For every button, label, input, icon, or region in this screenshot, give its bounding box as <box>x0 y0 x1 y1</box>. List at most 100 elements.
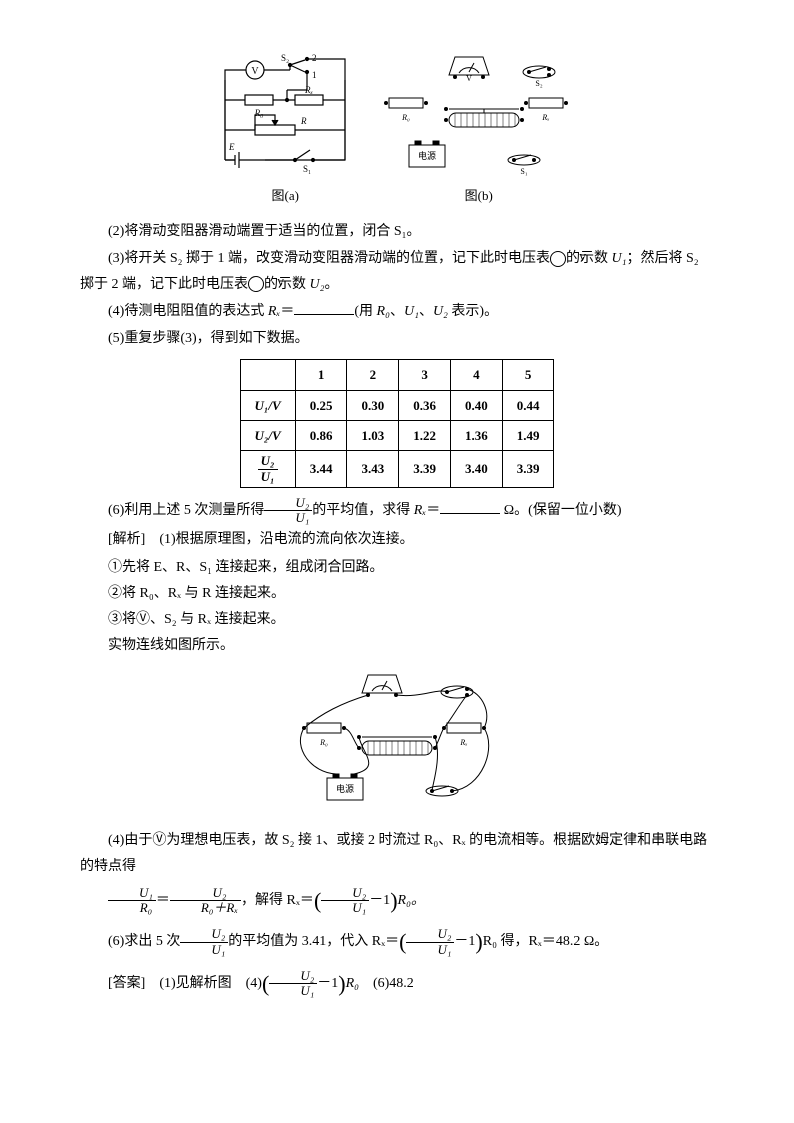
ans-frac: U₂U₁ <box>269 969 317 999</box>
eq-frac1: U₁R₀ <box>108 886 156 916</box>
q3-u1: U₁ <box>612 251 627 266</box>
svg-text:S₁: S₁ <box>520 167 527 176</box>
lparen: ( <box>262 971 269 996</box>
sol-s1: ①先将 E、R、S₁ 连接起来，组成闭合回路。 <box>80 555 714 580</box>
ratio-frac: U₂ U₁ <box>258 454 278 484</box>
cell: 0.36 <box>399 390 451 420</box>
q4-a: (4)待测电阻阻值的表达式 <box>108 304 268 319</box>
cell: 3.40 <box>450 451 502 488</box>
p6-frac1: U₂U₁ <box>180 927 228 957</box>
q4-eq: ＝ <box>280 304 294 319</box>
ans-minus1: －1 <box>317 976 338 991</box>
frac-num: U₂ <box>264 496 312 511</box>
lparen: ( <box>399 929 406 954</box>
frac-num: U₂ <box>170 886 241 901</box>
figure-b-components: V S₂ R₀ Rₓ <box>369 50 589 180</box>
svg-text:Rₓ: Rₓ <box>304 85 313 95</box>
frac-den: U₁ <box>321 901 369 915</box>
sol-p6: (6)求出 5 次U₂U₁的平均值为 3.41，代入 Rₓ＝(U₂U₁－1)R₀… <box>80 922 714 962</box>
q6-rx: Rₓ <box>414 503 427 518</box>
q3: (3)将开关 S₂ 掷于 1 端，改变滑动变阻器滑动端的位置，记下此时电压表V的… <box>80 246 714 296</box>
v-icon: V <box>248 276 264 292</box>
q6-a: (6)利用上述 5 次测量所得 <box>108 503 264 518</box>
sol-s3: ③将Ⓥ、S₂ 与 Rₓ 连接起来。 <box>80 607 714 632</box>
q6-b: 的平均值，求得 <box>312 503 414 518</box>
sol-s2: ②将 R₀、Rₓ 与 R 连接起来。 <box>80 581 714 606</box>
svg-text:S₂: S₂ <box>281 53 289 63</box>
q3-u2: U₂ <box>310 277 325 292</box>
q3-b: 的示数 <box>566 251 612 266</box>
q3-d: 的示数 <box>264 277 310 292</box>
cell: 0.25 <box>295 390 347 420</box>
cell: 0.44 <box>502 390 554 420</box>
svg-text:电源: 电源 <box>418 150 436 161</box>
frac-num: U₂ <box>321 886 369 901</box>
sol-p4: (4)由于Ⓥ为理想电压表，故 S₂ 接 1、或接 2 时流过 R₀、Rₓ 的电流… <box>80 828 714 878</box>
th-blank <box>240 360 295 390</box>
svg-text:V: V <box>466 74 472 83</box>
cell: 1.22 <box>399 420 451 450</box>
cell: 0.86 <box>295 420 347 450</box>
frac-num: U₂ <box>180 927 228 942</box>
q4-d2: 、 <box>419 304 433 319</box>
rparen: ) <box>390 888 397 913</box>
q4-e: 表示)。 <box>448 304 498 319</box>
frac-den: R₀ <box>108 901 156 915</box>
rparen: ) <box>338 971 345 996</box>
svg-text:Rₓ: Rₓ <box>459 738 467 747</box>
p6-minus1: －1 <box>454 934 475 949</box>
row-label: U₂ U₁ <box>240 451 295 488</box>
table-row: U₂/V 0.86 1.03 1.22 1.36 1.49 <box>240 420 554 450</box>
eq-frac2: U₂R₀＋Rₓ <box>170 886 241 916</box>
cell: 3.39 <box>502 451 554 488</box>
th-5: 5 <box>502 360 554 390</box>
frac-num: U₂ <box>406 927 454 942</box>
answer-line: [答案] (1)见解析图 (4)(U₂U₁－1)R₀ (6)48.2 <box>80 964 714 1004</box>
svg-text:E: E <box>228 142 235 152</box>
frac-den: U₁ <box>264 511 312 525</box>
u1-label: U₁/V <box>255 398 281 413</box>
q6: (6)利用上述 5 次测量所得U₂U₁的平均值，求得 Rₓ＝ Ω。(保留一位小数… <box>80 496 714 526</box>
data-table: 1 2 3 4 5 U₁/V 0.25 0.30 0.36 0.40 0.44 … <box>240 359 555 488</box>
figure-row: V S₂ 2 1 R₀ Rₓ <box>80 50 714 209</box>
q4-u1: U₁ <box>404 304 419 319</box>
eq-frac3: U₂U₁ <box>321 886 369 916</box>
svg-text:2: 2 <box>312 53 317 63</box>
th-4: 4 <box>450 360 502 390</box>
svg-text:R₀: R₀ <box>401 113 410 122</box>
table-row: U₂ U₁ 3.44 3.43 3.39 3.40 3.39 <box>240 451 554 488</box>
frac-num: U₁ <box>108 886 156 901</box>
ans-head: [答案] (1)见解析图 (4) <box>108 976 262 991</box>
row-label: U₂/V <box>240 420 295 450</box>
q6-d: Ω。(保留一位小数) <box>500 503 621 518</box>
svg-text:电源: 电源 <box>336 783 354 794</box>
connected-figure: R₀ Rₓ 电源 <box>80 668 714 818</box>
cell: 0.40 <box>450 390 502 420</box>
cell: 0.30 <box>347 390 399 420</box>
p6-frac2: U₂U₁ <box>406 927 454 957</box>
q4: (4)待测电阻阻值的表达式 Rₓ＝(用 R₀、U₁、U₂ 表示)。 <box>80 299 714 324</box>
fig-a-label: 图(a) <box>205 184 365 207</box>
q3-e: 。 <box>324 277 338 292</box>
rparen: ) <box>475 929 482 954</box>
th-2: 2 <box>347 360 399 390</box>
q6-frac: U₂U₁ <box>264 496 312 526</box>
cell: 3.39 <box>399 451 451 488</box>
p6-b: 的平均值为 3.41，代入 Rₓ＝ <box>228 934 399 949</box>
q6-c: ＝ <box>426 503 440 518</box>
ans-rest: (6)48.2 <box>359 976 414 991</box>
th-3: 3 <box>399 360 451 390</box>
ans-r0: R₀ <box>346 976 359 991</box>
frac-den: U₁ <box>269 984 317 998</box>
frac-num: U₂ <box>258 454 278 469</box>
q4-rx: Rₓ <box>268 304 281 319</box>
row-label: U₁/V <box>240 390 295 420</box>
eq-minus1: －1 <box>369 893 390 908</box>
cell: 1.36 <box>450 420 502 450</box>
svg-text:S₂: S₂ <box>535 79 542 88</box>
svg-text:Rₓ: Rₓ <box>541 113 549 122</box>
svg-text:R₀: R₀ <box>319 738 328 747</box>
v-icon: V <box>550 251 566 267</box>
figure-a-circuit: V S₂ 2 1 R₀ Rₓ <box>205 50 365 180</box>
q4-c: (用 <box>354 304 376 319</box>
